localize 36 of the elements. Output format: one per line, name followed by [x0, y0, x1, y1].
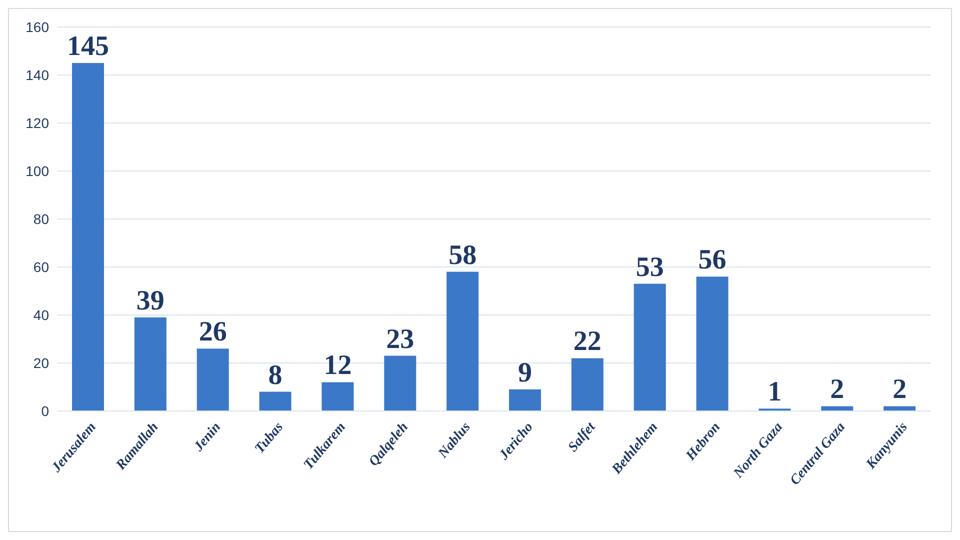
bar: [72, 63, 104, 411]
bar: [134, 317, 166, 411]
bar: [446, 272, 479, 411]
y-tick-label: 60: [33, 258, 50, 275]
data-label: 23: [386, 324, 414, 355]
bar: [322, 382, 354, 411]
data-label: 2: [830, 374, 844, 406]
bar: [196, 348, 229, 411]
bar: [509, 389, 541, 411]
y-tick-label: 120: [26, 114, 50, 131]
data-label: 1: [768, 376, 782, 408]
bar: [696, 276, 728, 411]
data-label: 39: [136, 285, 164, 316]
bar: [571, 358, 604, 411]
bar: [884, 406, 916, 411]
data-label: 26: [198, 316, 227, 348]
y-tick-label: 100: [26, 162, 50, 179]
y-tick-label: 20: [33, 354, 50, 371]
y-tick-label: 140: [26, 66, 50, 83]
data-label: 12: [324, 350, 352, 382]
data-label: 56: [698, 244, 726, 276]
bar: [384, 356, 416, 411]
data-label: 58: [448, 240, 477, 271]
bar: [634, 284, 666, 411]
data-label: 2: [892, 374, 907, 406]
bar: [259, 392, 292, 411]
data-label: 53: [636, 252, 664, 283]
y-tick-label: 160: [26, 18, 50, 35]
y-tick-label: 80: [33, 210, 50, 227]
y-tick-label: 0: [41, 402, 50, 419]
data-label: 9: [518, 357, 532, 388]
bar: [821, 406, 854, 411]
data-label: 8: [268, 360, 282, 391]
y-tick-label: 40: [33, 306, 50, 323]
data-label: 145: [67, 31, 109, 62]
data-label: 22: [573, 326, 602, 358]
